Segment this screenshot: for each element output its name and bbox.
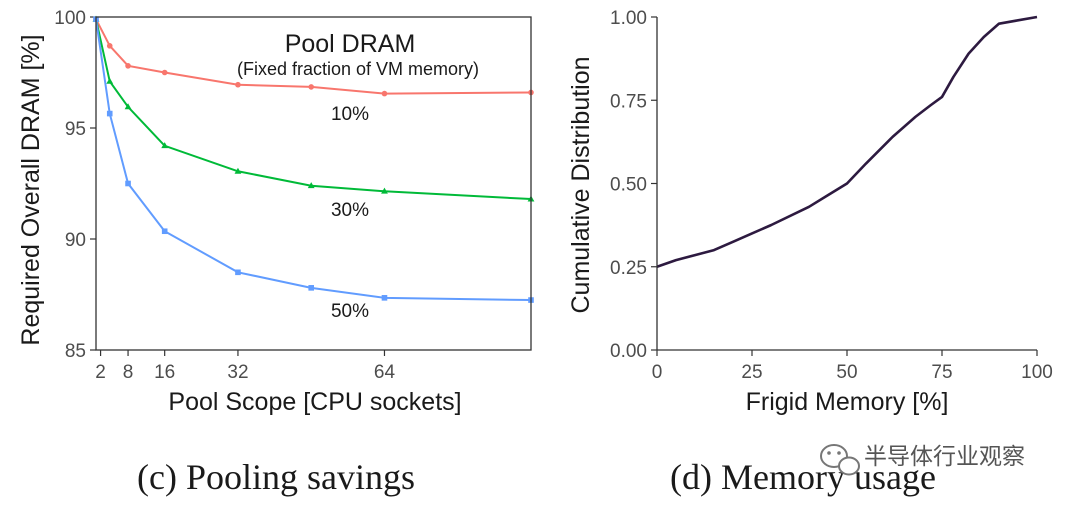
- right-y-tick-label: 0.75: [610, 91, 647, 112]
- legend-subtitle: (Fixed fraction of VM memory): [237, 59, 479, 79]
- data-point-50pct: [381, 295, 388, 301]
- left-y-tick-label: 90: [65, 230, 86, 251]
- data-point-50pct: [308, 285, 315, 291]
- right-x-tick-label: 75: [931, 362, 952, 383]
- wechat-logo-icon: [820, 444, 860, 476]
- right-y-tick-label: 0.25: [610, 258, 647, 279]
- series-line-30pct: [95, 19, 532, 201]
- data-point-30pct: [307, 182, 315, 189]
- left-y-tick-label: 85: [65, 341, 86, 362]
- data-point-50pct: [235, 269, 241, 276]
- right-x-tick-label: 0: [652, 362, 663, 383]
- left-x-tick-label: 8: [123, 362, 134, 383]
- legend-title: Pool DRAM: [285, 30, 416, 58]
- data-point-30pct: [234, 167, 242, 174]
- data-point-50pct: [106, 110, 113, 117]
- series-line-50pct: [95, 19, 532, 302]
- left-series-labels: 10% 30% 50%: [331, 104, 369, 322]
- data-point-50pct: [161, 228, 168, 235]
- series-label-50pct: 50%: [331, 301, 369, 322]
- left-plot-frame: [95, 16, 532, 351]
- left-y-tick-label: 95: [65, 119, 86, 140]
- data-point-30pct: [124, 103, 132, 110]
- right-y-tick-label: 1.00: [610, 8, 647, 29]
- right-x-tick-label: 100: [1021, 362, 1053, 383]
- series-line-10pct: [95, 18, 532, 95]
- data-point-30pct: [161, 142, 169, 149]
- right-y-tick-label: 0.50: [610, 175, 647, 196]
- series-label-10pct: 10%: [331, 104, 369, 125]
- left-y-axis-label: Required Overall DRAM [%]: [17, 34, 45, 345]
- data-point-30pct: [381, 187, 388, 194]
- left-x-axis-label: Pool Scope [CPU sockets]: [168, 388, 461, 416]
- right-axis-ticks: 0 25 50 75 100 0.00 0.25 0.50 0.75 1.00: [610, 8, 1053, 383]
- left-axis-ticks: 2 8 16 32 64 85 90 95 100: [54, 8, 395, 383]
- right-x-axis-label: Frigid Memory [%]: [746, 388, 949, 416]
- right-series-layer: [656, 15, 1038, 268]
- data-point-30pct: [106, 77, 114, 84]
- memory-usage-chart: 0 25 50 75 100 0.00 0.25 0.50 0.75 1.00 Frigid Me…: [567, 8, 1053, 416]
- data-point-10pct: [381, 90, 388, 97]
- left-series-layer: [92, 15, 535, 303]
- right-y-axis-label: Cumulative Distribution: [567, 56, 595, 313]
- watermark: 半导体行业观察: [820, 444, 1025, 476]
- caption-right: (d) Memory usage: [670, 457, 936, 497]
- left-x-tick-label: 64: [374, 362, 396, 383]
- right-x-tick-label: 50: [836, 362, 857, 383]
- cdf-line: [656, 15, 1038, 268]
- caption-left: (c) Pooling savings: [137, 457, 415, 497]
- left-x-tick-label: 32: [227, 362, 248, 383]
- right-x-tick-label: 25: [741, 362, 762, 383]
- left-x-tick-label: 2: [95, 362, 106, 383]
- pooling-savings-chart: 2 8 16 32 64 85 90 95 100 Pool Scope [CPU socket…: [17, 8, 535, 416]
- left-x-tick-label: 16: [154, 362, 175, 383]
- data-point-10pct: [106, 43, 113, 49]
- right-y-tick-label: 0.00: [610, 341, 647, 362]
- data-point-10pct: [161, 69, 168, 76]
- data-point-10pct: [235, 81, 241, 88]
- data-point-50pct: [125, 180, 131, 187]
- data-point-10pct: [125, 63, 131, 69]
- left-y-tick-label: 100: [54, 8, 86, 29]
- series-label-30pct: 30%: [331, 200, 369, 221]
- data-point-10pct: [308, 84, 315, 90]
- watermark-text: 半导体行业观察: [864, 444, 1025, 470]
